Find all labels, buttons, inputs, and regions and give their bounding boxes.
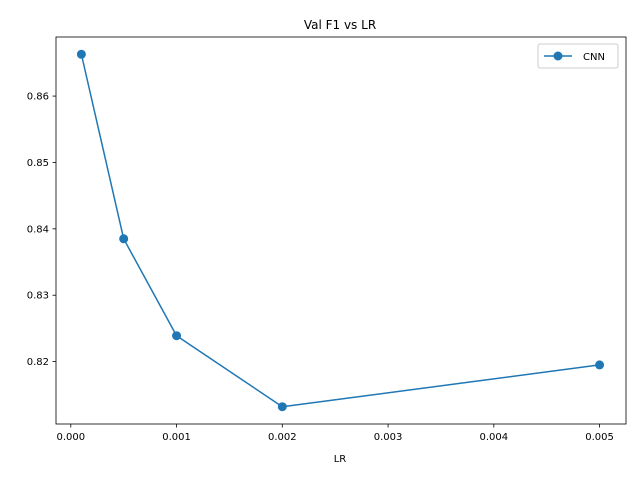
data-point-0-0 <box>76 49 86 59</box>
x-axis-label: LR <box>334 454 347 465</box>
data-point-0-1 <box>119 234 129 244</box>
x-tick-label: 0.003 <box>374 432 403 443</box>
axes-frame <box>55 36 627 425</box>
legend-box <box>537 43 619 69</box>
y-tick-label: 0.83 <box>27 291 49 302</box>
data-point-0-3 <box>277 402 287 412</box>
plot-area <box>76 49 605 412</box>
data-point-0-4 <box>595 360 605 370</box>
y-tick-label: 0.82 <box>27 357 49 368</box>
legend: CNN <box>537 43 619 69</box>
x-tick-label: 0.001 <box>162 432 191 443</box>
x-tick-label: 0.000 <box>56 432 85 443</box>
x-tick-label: 0.002 <box>268 432 297 443</box>
data-point-0-2 <box>172 331 182 341</box>
x-tick-label: 0.004 <box>479 432 508 443</box>
y-tick-label: 0.86 <box>27 92 49 103</box>
y-tick-label: 0.84 <box>27 224 49 235</box>
y-tick-label: 0.85 <box>27 158 49 169</box>
legend-marker-0 <box>553 51 563 61</box>
legend-label-0: CNN <box>583 52 605 63</box>
chart-title: Val F1 vs LR <box>304 18 376 32</box>
axes: 0.000 0.001 0.002 0.003 0.004 0.005 0.82 0.83 0.… <box>27 36 627 443</box>
x-tick-label: 0.005 <box>585 432 614 443</box>
